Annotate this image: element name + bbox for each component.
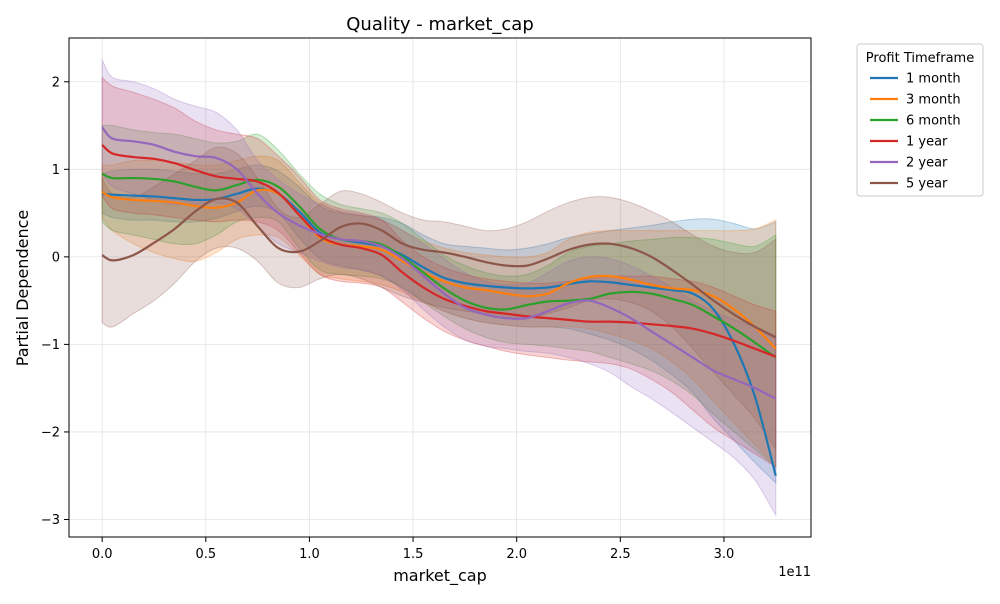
x-tick-label: 1.0 <box>299 547 320 562</box>
x-tick-label: 2.5 <box>610 547 631 562</box>
x-tick-label: 3.0 <box>714 547 735 562</box>
y-tick-label: −1 <box>41 338 60 353</box>
legend-items: 1 month 3 month 6 month 1 year 2 year 5 year <box>870 72 961 192</box>
series-line-5-year <box>101 197 777 339</box>
y-tick-label: −3 <box>41 513 60 528</box>
y-tick-label: 0 <box>52 250 60 265</box>
x-axis: 0.0 0.5 1.0 1.5 2.0 2.5 3.0 <box>92 537 734 562</box>
series-line-3-month <box>101 188 777 350</box>
y-tick-label: 1 <box>52 163 60 178</box>
series-line-1-year <box>101 143 777 358</box>
legend-label: 2 year <box>906 156 948 171</box>
legend-title: Profit Timeframe <box>866 51 974 66</box>
series-line-1-month <box>102 187 777 477</box>
chart-title: Quality - market_cap <box>346 14 534 35</box>
plot-frame <box>68 37 812 538</box>
x-tick-label: 2.0 <box>506 547 527 562</box>
legend-label: 1 month <box>906 72 961 87</box>
legend-label: 3 month <box>906 93 961 108</box>
y-tick-label: 2 <box>52 75 60 90</box>
confidence-band-5-year <box>101 146 777 452</box>
x-tick-label: 1.5 <box>403 547 424 562</box>
plot-area <box>69 38 811 537</box>
series-lines <box>101 126 777 477</box>
confidence-band-2-year <box>101 58 777 517</box>
x-offset-label: 1e11 <box>778 565 811 580</box>
grid <box>69 38 811 537</box>
x-tick-label: 0.0 <box>92 547 113 562</box>
legend-label: 6 month <box>906 114 961 129</box>
x-tick-label: 0.5 <box>195 547 216 562</box>
legend-label: 1 year <box>906 135 948 150</box>
series-line-6-month <box>101 172 777 359</box>
x-axis-label: market_cap <box>393 566 487 586</box>
y-tick-label: −2 <box>41 425 60 440</box>
confidence-band-3-month <box>101 155 777 469</box>
y-axis-label: Partial Dependence <box>13 210 32 366</box>
confidence-band-1-year <box>101 76 777 468</box>
series-line-2-year <box>101 126 777 400</box>
y-axis: −3 −2 −1 0 1 2 <box>41 75 69 528</box>
legend-box <box>856 43 984 197</box>
legend-label: 5 year <box>906 177 948 192</box>
